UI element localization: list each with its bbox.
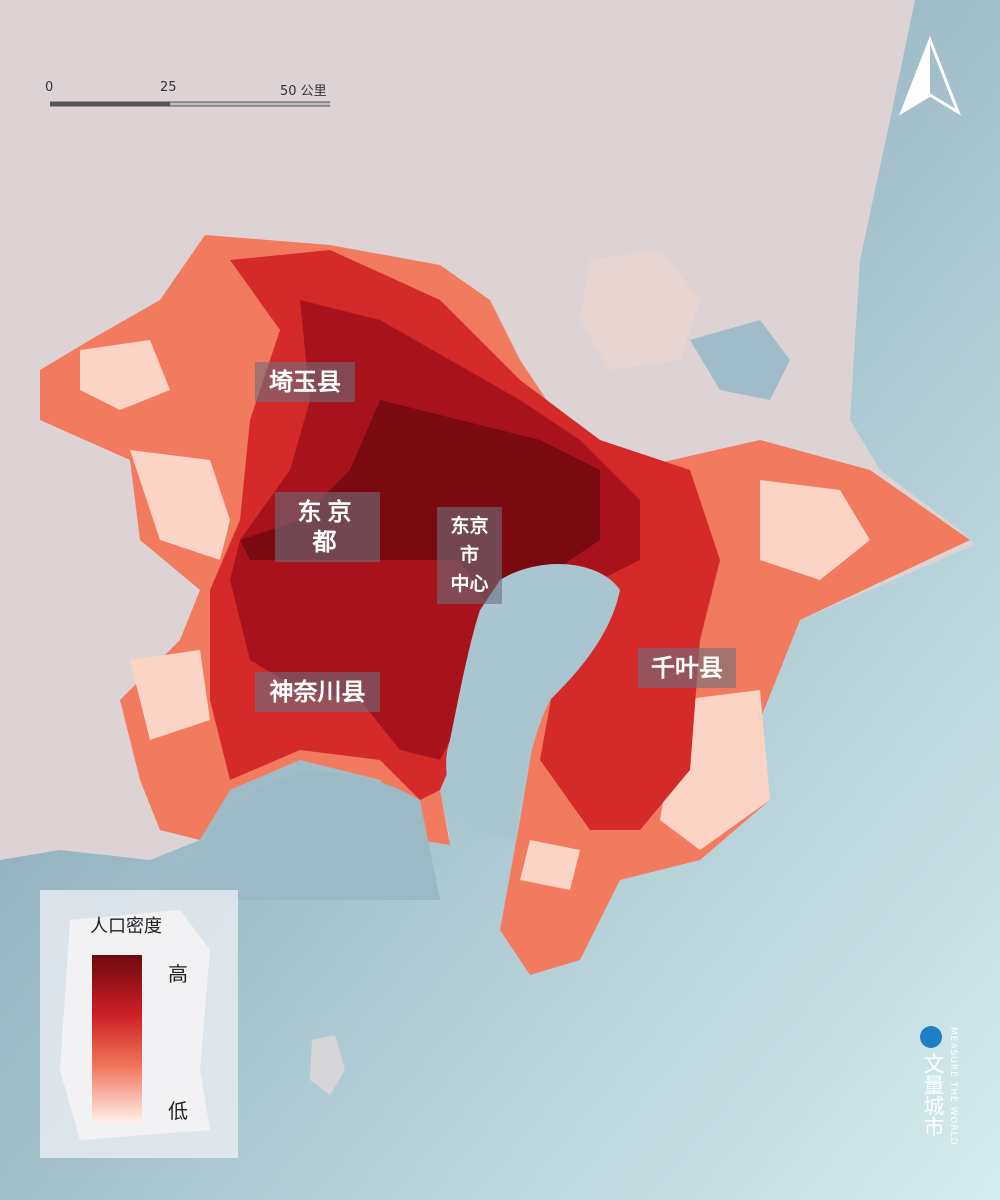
legend-graphic bbox=[60, 910, 210, 1140]
brand: 文量城市 MEASURE THE WORLD bbox=[918, 1025, 968, 1165]
legend-high: 高 bbox=[168, 962, 188, 986]
legend-low: 低 bbox=[168, 1099, 188, 1123]
legend: 人口密度 高 低 bbox=[40, 890, 238, 1158]
island bbox=[310, 1035, 345, 1095]
legend-title: 人口密度 bbox=[90, 916, 162, 937]
region-text: 东京都 bbox=[297, 497, 358, 556]
brand-name: 文量城市 bbox=[921, 1053, 945, 1137]
region-text: 东京市 bbox=[450, 515, 489, 566]
scale-label: 25 bbox=[160, 80, 177, 95]
brand-tagline: MEASURE THE WORLD bbox=[948, 1027, 958, 1146]
scale-label: 0 bbox=[45, 80, 54, 95]
region-label: 东京市 中心 bbox=[437, 507, 502, 604]
sagami-bay bbox=[150, 772, 440, 900]
region-text: 千叶县 bbox=[651, 653, 723, 682]
scale-label: 50 公里 bbox=[280, 84, 327, 99]
brand-logo bbox=[920, 1026, 942, 1048]
lake bbox=[690, 320, 790, 400]
land-region bbox=[580, 250, 700, 370]
region-label: 神奈川县 bbox=[255, 672, 380, 712]
legend-gradient bbox=[92, 955, 142, 1123]
region-text: 埼玉县 bbox=[269, 367, 341, 396]
region-label: 埼玉县 bbox=[255, 362, 355, 402]
region-text: 中心 bbox=[450, 573, 489, 595]
region-label: 千叶县 bbox=[638, 648, 736, 688]
region-label: 东京都 bbox=[275, 492, 380, 562]
bay bbox=[446, 563, 620, 840]
region-text: 神奈川县 bbox=[269, 677, 366, 706]
north-arrow-half bbox=[902, 40, 930, 112]
